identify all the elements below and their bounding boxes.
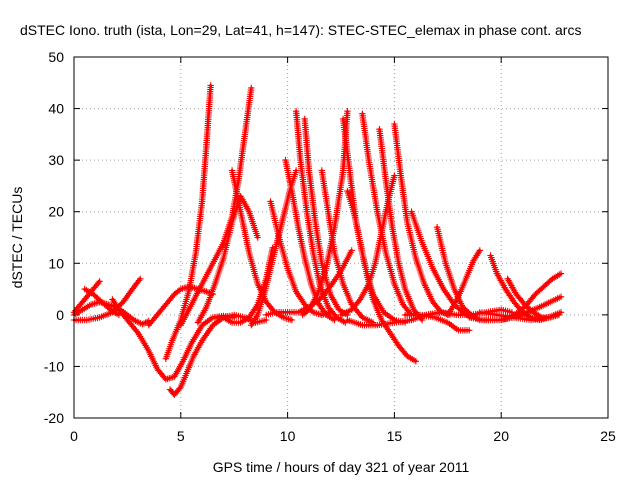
y-tick-label: 0 [56,307,64,323]
series-arc [109,296,238,383]
y-tick-label: 10 [48,255,64,271]
series-arc [391,120,454,319]
y-tick-label: -20 [44,410,64,426]
series-points [376,126,426,324]
series-points [433,224,492,324]
y-tick-label: 20 [48,204,64,220]
chart-title: dSTEC Iono. truth (ista, Lon=29, Lat=41,… [20,22,581,38]
x-tick-label: 0 [70,428,78,444]
series-points [344,187,419,365]
series-line [164,84,213,360]
y-tick-labels: -20 -10 0 10 20 30 40 50 [44,49,64,426]
series-points [282,156,338,324]
series-points [408,208,475,321]
series-points [391,120,454,319]
series-arc [282,156,338,324]
series-arc [267,198,334,319]
series-arc [359,110,415,319]
y-tick-label: 30 [48,152,64,168]
x-axis-label: GPS time / hours of day 321 of year 2011 [213,459,470,475]
series-arc [344,187,419,365]
series-points [162,82,214,362]
series-arc [376,126,426,324]
y-tick-label: -10 [44,358,64,374]
x-tick-label: 10 [280,428,296,444]
series-arc [292,108,349,326]
series-points [318,167,377,326]
series-arc [318,167,377,326]
series-arc [248,167,300,329]
series-arc [466,293,565,324]
series-arc [162,82,214,362]
series-points [267,198,334,319]
series-points [292,108,349,326]
series-points [301,115,351,319]
x-tick-label: 5 [177,428,185,444]
series-arc [301,115,351,319]
x-tick-label: 20 [493,428,509,444]
series-points [444,247,483,319]
y-tick-label: 40 [48,101,64,117]
x-tick-label: 25 [600,428,616,444]
plot-frame [73,56,609,419]
x-tick-label: 15 [387,428,403,444]
y-tick-label: 50 [48,49,64,65]
series-arc [177,84,255,329]
series-arc [433,224,492,324]
series-points [476,309,565,324]
data-series [70,82,565,398]
x-tick-labels: 0 5 10 15 20 25 [70,428,616,444]
series-arc [444,247,483,319]
series-arc [476,309,565,324]
y-axis-label: dSTEC / TECUs [9,187,25,289]
